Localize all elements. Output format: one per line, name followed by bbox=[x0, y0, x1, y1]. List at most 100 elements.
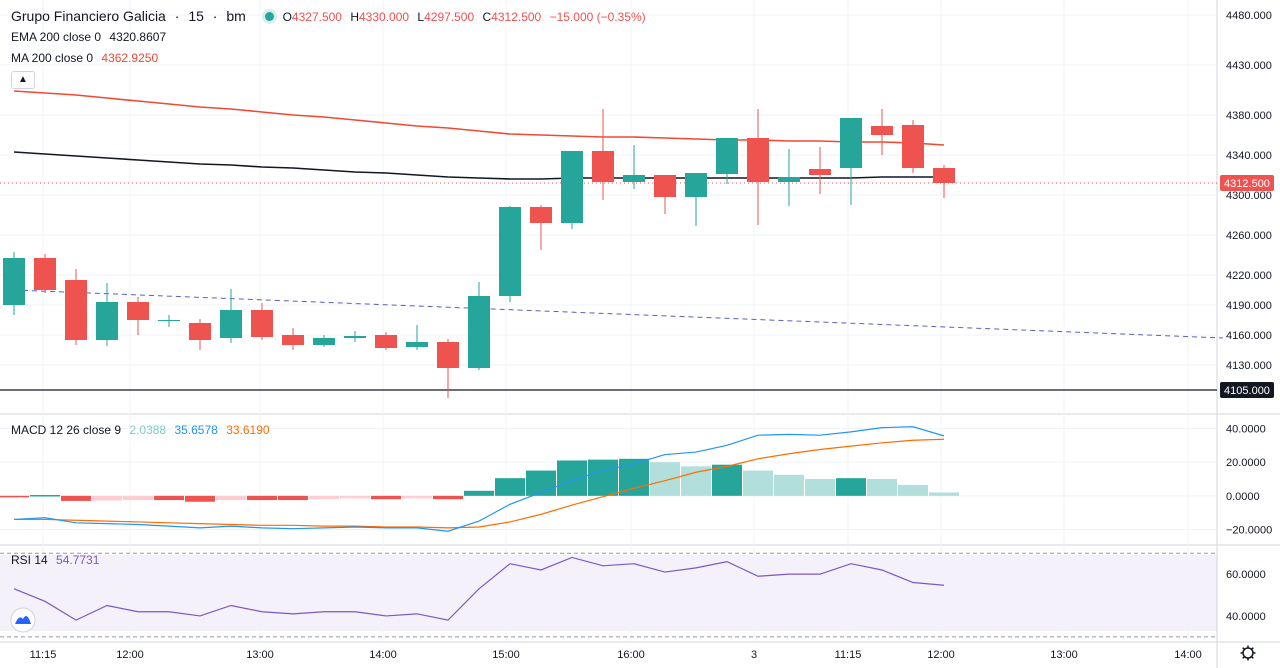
candle-body[interactable] bbox=[127, 302, 149, 320]
candle-body[interactable] bbox=[933, 168, 955, 183]
candle-body[interactable] bbox=[623, 175, 645, 182]
macd-histogram-bar bbox=[681, 466, 711, 496]
price-axis-tick-label: 4130.000 bbox=[1226, 360, 1272, 372]
macd-axis-tick-label: 20.0000 bbox=[1226, 457, 1266, 469]
support-price-label-bg bbox=[1220, 382, 1274, 398]
time-axis-tick-label: 13:00 bbox=[1050, 649, 1078, 661]
candle-body[interactable] bbox=[654, 175, 676, 197]
gear-icon-tooth bbox=[1242, 656, 1245, 659]
ohlc-low: 4297.500 bbox=[424, 10, 475, 24]
macd-histogram-bar bbox=[588, 459, 618, 496]
time-axis-tick-label: 11:15 bbox=[30, 649, 57, 661]
candle-body[interactable] bbox=[158, 320, 180, 321]
ma-legend-value: 4362.9250 bbox=[101, 51, 159, 65]
macd-histogram-bar bbox=[774, 474, 804, 496]
chevron-up-icon: ▲ bbox=[18, 74, 28, 85]
macd-histogram-bar bbox=[433, 495, 463, 500]
macd-histogram-bar bbox=[464, 490, 494, 496]
rsi-legend-value: 54.7731 bbox=[56, 553, 100, 567]
candle-body[interactable] bbox=[747, 138, 769, 182]
market-status-icon bbox=[264, 12, 274, 21]
candle-body[interactable] bbox=[902, 125, 924, 168]
candle-body[interactable] bbox=[189, 323, 211, 340]
macd-histogram-bar bbox=[836, 478, 866, 496]
symbol-legend: Grupo Financiero Galicia · 15 · bm O4327… bbox=[11, 8, 656, 24]
ema200-line bbox=[13, 151, 944, 180]
candle-body[interactable] bbox=[871, 126, 893, 135]
candle-body[interactable] bbox=[282, 335, 304, 345]
candle-body[interactable] bbox=[375, 335, 397, 348]
macd-legend[interactable]: MACD 12 26 close 9 2.0388 35.6578 33.619… bbox=[11, 423, 275, 437]
gear-icon-ring bbox=[1242, 647, 1254, 659]
rsi-axis-tick-label: 40.0000 bbox=[1226, 611, 1266, 623]
candle-body[interactable] bbox=[406, 342, 428, 347]
candle-body[interactable] bbox=[96, 302, 118, 340]
ma200-line bbox=[13, 90, 945, 146]
ma-legend[interactable]: MA 200 close 0 4362.9250 bbox=[11, 51, 163, 65]
time-axis-tick-label: 3 bbox=[751, 649, 757, 661]
symbol-separator: · bbox=[174, 8, 180, 24]
rsi-axis-tick-label: 60.0000 bbox=[1226, 569, 1266, 581]
rsi-legend[interactable]: RSI 14 54.7731 bbox=[11, 553, 104, 567]
symbol-name: Grupo Financiero Galicia bbox=[11, 8, 166, 24]
candle-body[interactable] bbox=[251, 310, 273, 337]
time-axis-tick-label: 11:15 bbox=[835, 649, 862, 661]
macd-axis-tick-label: −20.0000 bbox=[1226, 525, 1272, 537]
candle-body[interactable] bbox=[530, 207, 552, 223]
candle-body[interactable] bbox=[468, 296, 490, 368]
time-axis-tick-label: 16:00 bbox=[617, 649, 645, 661]
candle-body[interactable] bbox=[65, 280, 87, 340]
macd-histogram-bar bbox=[0, 495, 29, 498]
candle-body[interactable] bbox=[840, 118, 862, 168]
candle-body[interactable] bbox=[344, 336, 366, 338]
macd-histogram-bar bbox=[557, 460, 587, 496]
ema-legend-value: 4320.8607 bbox=[109, 30, 167, 44]
candle-body[interactable] bbox=[3, 258, 25, 305]
price-axis-tick-label: 4380.000 bbox=[1226, 110, 1272, 122]
macd-axis-tick-label: 40.0000 bbox=[1226, 423, 1266, 435]
candle-body[interactable] bbox=[809, 169, 831, 175]
price-axis-tick-label: 4300.000 bbox=[1226, 190, 1272, 202]
candle-body[interactable] bbox=[592, 151, 614, 182]
rsi-band-background bbox=[0, 555, 1217, 631]
price-axis-tick-label: 4260.000 bbox=[1226, 230, 1272, 242]
candle-body[interactable] bbox=[437, 342, 459, 368]
gear-icon[interactable] bbox=[1240, 645, 1256, 661]
candle-body[interactable] bbox=[220, 310, 242, 338]
support-price-label: 4105.000 bbox=[1224, 385, 1270, 397]
macd-histogram-bar bbox=[867, 479, 897, 496]
macd-histogram-bar bbox=[712, 464, 742, 496]
macd-legend-label: MACD 12 26 close 9 bbox=[11, 423, 122, 437]
ohlc-open: 4327.500 bbox=[291, 10, 342, 24]
time-axis-tick-label: 12:00 bbox=[116, 649, 144, 661]
ema-legend-label: EMA 200 close 0 bbox=[11, 30, 102, 44]
macd-histogram-bar bbox=[61, 495, 91, 501]
macd-signal-value: 33.6190 bbox=[226, 423, 270, 437]
collapse-legend-button[interactable]: ▲ bbox=[11, 71, 35, 89]
last-price-label-bg bbox=[1220, 175, 1274, 191]
macd-histogram-bar bbox=[154, 495, 184, 501]
ma-legend-label: MA 200 close 0 bbox=[11, 51, 94, 65]
candle-body[interactable] bbox=[34, 258, 56, 290]
rsi-line bbox=[13, 556, 945, 621]
candle-body[interactable] bbox=[778, 177, 800, 182]
macd-histogram-bar bbox=[495, 478, 525, 496]
time-axis-tick-label: 13:00 bbox=[246, 649, 274, 661]
ohlc-change: −15.000 (−0.35%) bbox=[549, 10, 646, 24]
candle-body[interactable] bbox=[313, 338, 335, 345]
macd-histogram-bar bbox=[92, 495, 122, 501]
ema-legend[interactable]: EMA 200 close 0 4320.8607 bbox=[11, 30, 171, 44]
macd-histogram-bar bbox=[929, 492, 959, 496]
macd-histogram-bar bbox=[402, 495, 432, 499]
candle-body[interactable] bbox=[499, 207, 521, 296]
macd-histogram-bar bbox=[619, 458, 649, 496]
candle-body[interactable] bbox=[716, 138, 738, 174]
trend-line-drawing[interactable] bbox=[13, 289, 1224, 339]
macd-signal-line bbox=[14, 438, 945, 529]
time-axis-tick-label: 14:00 bbox=[1174, 649, 1202, 661]
candle-body[interactable] bbox=[685, 173, 707, 197]
macd-axis-tick-label: 0.0000 bbox=[1226, 491, 1260, 503]
candle-body[interactable] bbox=[561, 151, 583, 223]
logo-cloud-icon bbox=[15, 615, 31, 624]
